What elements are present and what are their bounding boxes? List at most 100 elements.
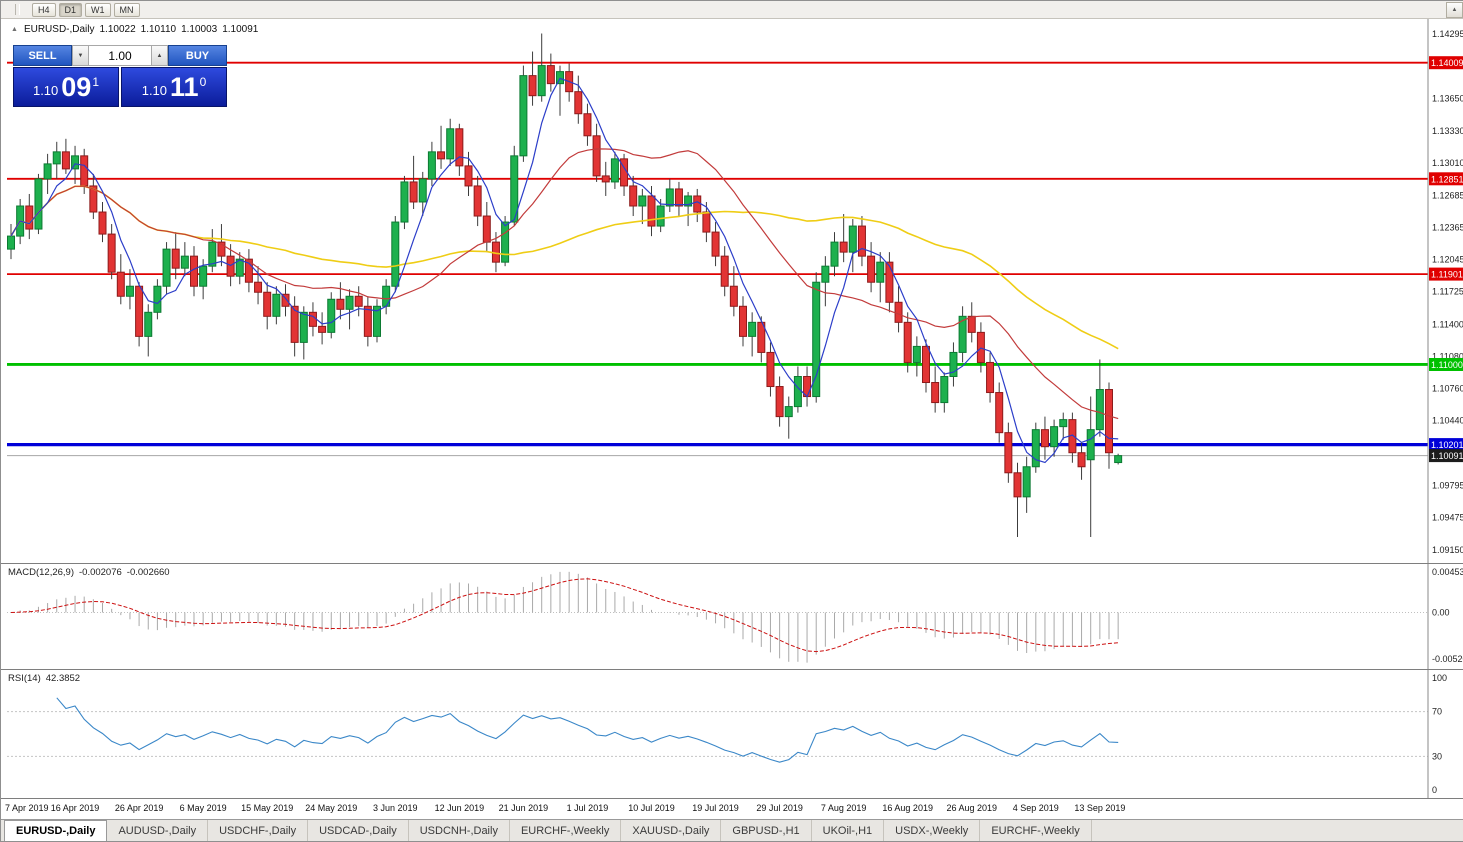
rsi-chart-canvas[interactable]: 100 70 30 0 bbox=[1, 670, 1463, 798]
svg-text:1.13330: 1.13330 bbox=[1432, 126, 1463, 136]
toolbar-grip[interactable] bbox=[15, 4, 20, 15]
svg-text:6 May 2019: 6 May 2019 bbox=[180, 803, 227, 813]
candles bbox=[7, 33, 1123, 537]
chart-tab-eurchf-weekly[interactable]: EURCHF-,Weekly bbox=[980, 820, 1092, 841]
svg-text:1.09475: 1.09475 bbox=[1432, 512, 1463, 522]
svg-text:1.12365: 1.12365 bbox=[1432, 223, 1463, 233]
buy-button[interactable]: BUY bbox=[168, 45, 227, 66]
chart-tab-eurusd-daily[interactable]: EURUSD-,Daily bbox=[4, 820, 108, 841]
rsi-line bbox=[56, 697, 1119, 763]
svg-text:26 Apr 2019: 26 Apr 2019 bbox=[115, 803, 164, 813]
chart-tab-eurchf-weekly[interactable]: EURCHF-,Weekly bbox=[510, 820, 622, 841]
svg-text:13 Sep 2019: 13 Sep 2019 bbox=[1074, 803, 1125, 813]
rsi-indicator-pane: 100 70 30 0 RSI(14) 42.3852 bbox=[1, 670, 1463, 798]
svg-text:12 Jun 2019: 12 Jun 2019 bbox=[435, 803, 485, 813]
pane-separator-rsi[interactable] bbox=[1, 669, 1463, 670]
ma-line-20 bbox=[10, 148, 1119, 420]
volume-decrease-button[interactable]: ▼ bbox=[72, 45, 89, 66]
macd-title: MACD(12,26,9) -0.002076 -0.002660 bbox=[8, 567, 170, 578]
chart-tab-xauusd-daily[interactable]: XAUUSD-,Daily bbox=[621, 820, 722, 841]
macd-chart-canvas[interactable]: 0.004536 0.00 -0.005205 bbox=[1, 564, 1463, 669]
macd-signal-line bbox=[10, 578, 1119, 653]
timeframe-button-w1[interactable]: W1 bbox=[85, 2, 111, 17]
svg-text:7 Apr 2019: 7 Apr 2019 bbox=[5, 803, 49, 813]
timeframe-button-mn[interactable]: MN bbox=[113, 2, 140, 17]
chart-tab-usdcnh-daily[interactable]: USDCNH-,Daily bbox=[409, 820, 510, 841]
buy-price-display[interactable]: 1.10 11 0 bbox=[121, 67, 227, 107]
sell-price-pip-digit: 1 bbox=[92, 74, 100, 89]
svg-text:1.12851: 1.12851 bbox=[1431, 174, 1463, 184]
sell-button[interactable]: SELL bbox=[13, 45, 72, 66]
svg-text:1.09795: 1.09795 bbox=[1432, 480, 1463, 490]
svg-text:1 Jul 2019: 1 Jul 2019 bbox=[567, 803, 609, 813]
chart-tab-usdchf-daily[interactable]: USDCHF-,Daily bbox=[208, 820, 309, 841]
current-price-tag bbox=[1429, 449, 1463, 463]
chart-tab-usdcad-daily[interactable]: USDCAD-,Daily bbox=[308, 820, 409, 841]
time-axis-pane: 7 Apr 2019 16 Apr 2019 26 Apr 2019 6 May 20… bbox=[1, 799, 1463, 819]
svg-text:0.00: 0.00 bbox=[1432, 608, 1450, 618]
rsi-title-label: RSI(14) bbox=[8, 673, 41, 684]
svg-text:26 Aug 2019: 26 Aug 2019 bbox=[946, 803, 997, 813]
svg-text:1.10091: 1.10091 bbox=[1431, 451, 1463, 461]
macd-histogram bbox=[19, 571, 1119, 663]
svg-text:1.10201: 1.10201 bbox=[1431, 440, 1463, 450]
price-chart-canvas[interactable]: 1.14295 1.13650 1.13330 1.13010 1.12685 1.123… bbox=[1, 18, 1463, 563]
svg-text:16 Aug 2019: 16 Aug 2019 bbox=[882, 803, 933, 813]
volume-increase-button[interactable]: ▲ bbox=[151, 45, 168, 66]
chart-tab-audusd-daily[interactable]: AUDUSD-,Daily bbox=[107, 820, 209, 841]
svg-text:1.11080: 1.11080 bbox=[1432, 351, 1463, 361]
sell-price-display[interactable]: 1.10 09 1 bbox=[13, 67, 119, 107]
timeframe-buttons: H4 D1 W1 MN bbox=[32, 2, 140, 17]
level-price-tag bbox=[1429, 438, 1463, 452]
svg-text:0: 0 bbox=[1432, 785, 1437, 795]
chart-tab-ukoil-h1[interactable]: UKOil-,H1 bbox=[812, 820, 885, 841]
svg-text:1.10760: 1.10760 bbox=[1432, 384, 1463, 394]
svg-text:0.004536: 0.004536 bbox=[1432, 567, 1463, 577]
ohlc-low-value: 1.10003 bbox=[181, 24, 218, 35]
one-click-trade-panel: SELL ▼ 1.00 ▲ BUY 1.10 09 1 1.10 11 0 bbox=[13, 45, 227, 107]
svg-text:1.13010: 1.13010 bbox=[1432, 158, 1463, 168]
svg-text:21 Jun 2019: 21 Jun 2019 bbox=[499, 803, 549, 813]
ohlc-high-value: 1.10110 bbox=[140, 24, 177, 35]
chart-tab-gbpusd-h1[interactable]: GBPUSD-,H1 bbox=[721, 820, 812, 841]
rsi-value: 42.3852 bbox=[45, 673, 81, 684]
svg-text:1.14295: 1.14295 bbox=[1432, 29, 1463, 39]
rsi-title: RSI(14) 42.3852 bbox=[8, 673, 80, 684]
macd-signal-value: -0.002660 bbox=[126, 567, 170, 578]
svg-text:24 May 2019: 24 May 2019 bbox=[305, 803, 357, 813]
macd-indicator-pane: 0.004536 0.00 -0.005205 MACD(12,26,9) -0.0… bbox=[1, 564, 1463, 669]
level-price-tag bbox=[1429, 267, 1463, 281]
ma-line-5 bbox=[10, 77, 1119, 464]
svg-text:1.11901: 1.11901 bbox=[1431, 270, 1463, 280]
svg-text:1.14009: 1.14009 bbox=[1431, 58, 1463, 68]
chart-tab-bar: EURUSD-,Daily AUDUSD-,Daily USDCHF-,Daily U… bbox=[1, 819, 1463, 841]
ohlc-open-value: 1.10022 bbox=[99, 24, 136, 35]
timeframe-button-d1[interactable]: D1 bbox=[58, 2, 83, 17]
pane-separator-macd[interactable] bbox=[1, 563, 1463, 564]
buy-price-prefix: 1.10 bbox=[141, 83, 168, 98]
macd-main-value: -0.002076 bbox=[79, 567, 122, 578]
timeframe-button-h4[interactable]: H4 bbox=[32, 2, 56, 17]
svg-text:1.11000: 1.11000 bbox=[1431, 360, 1463, 370]
level-price-tag bbox=[1429, 56, 1463, 70]
collapse-arrow-icon[interactable]: ▲ bbox=[11, 26, 18, 33]
volume-input[interactable]: 1.00 bbox=[89, 45, 151, 66]
svg-text:100: 100 bbox=[1432, 673, 1447, 683]
buy-price-big-digits: 11 bbox=[170, 72, 199, 102]
chart-tab-usdx-weekly[interactable]: USDX-,Weekly bbox=[884, 820, 981, 841]
time-axis: 7 Apr 2019 16 Apr 2019 26 Apr 2019 6 May 20… bbox=[5, 803, 1125, 813]
volume-stepper: ▼ 1.00 ▲ bbox=[72, 45, 168, 66]
level-price-tag bbox=[1429, 172, 1463, 186]
svg-text:4 Sep 2019: 4 Sep 2019 bbox=[1013, 803, 1059, 813]
sell-price-prefix: 1.10 bbox=[32, 83, 59, 98]
buy-price-pip-digit: 0 bbox=[199, 74, 207, 89]
svg-text:10 Jul 2019: 10 Jul 2019 bbox=[628, 803, 675, 813]
svg-text:1.12685: 1.12685 bbox=[1432, 191, 1463, 201]
scroll-up-button[interactable]: ▲ bbox=[1446, 2, 1463, 18]
svg-text:7 Aug 2019: 7 Aug 2019 bbox=[821, 803, 867, 813]
chart-symbol-label: EURUSD-,Daily bbox=[23, 24, 95, 35]
chart-header: ▲ EURUSD-,Daily 1.10022 1.10110 1.10003 … bbox=[11, 24, 258, 35]
svg-text:19 Jul 2019: 19 Jul 2019 bbox=[692, 803, 739, 813]
svg-text:1.12045: 1.12045 bbox=[1432, 255, 1463, 265]
svg-text:16 Apr 2019: 16 Apr 2019 bbox=[51, 803, 100, 813]
